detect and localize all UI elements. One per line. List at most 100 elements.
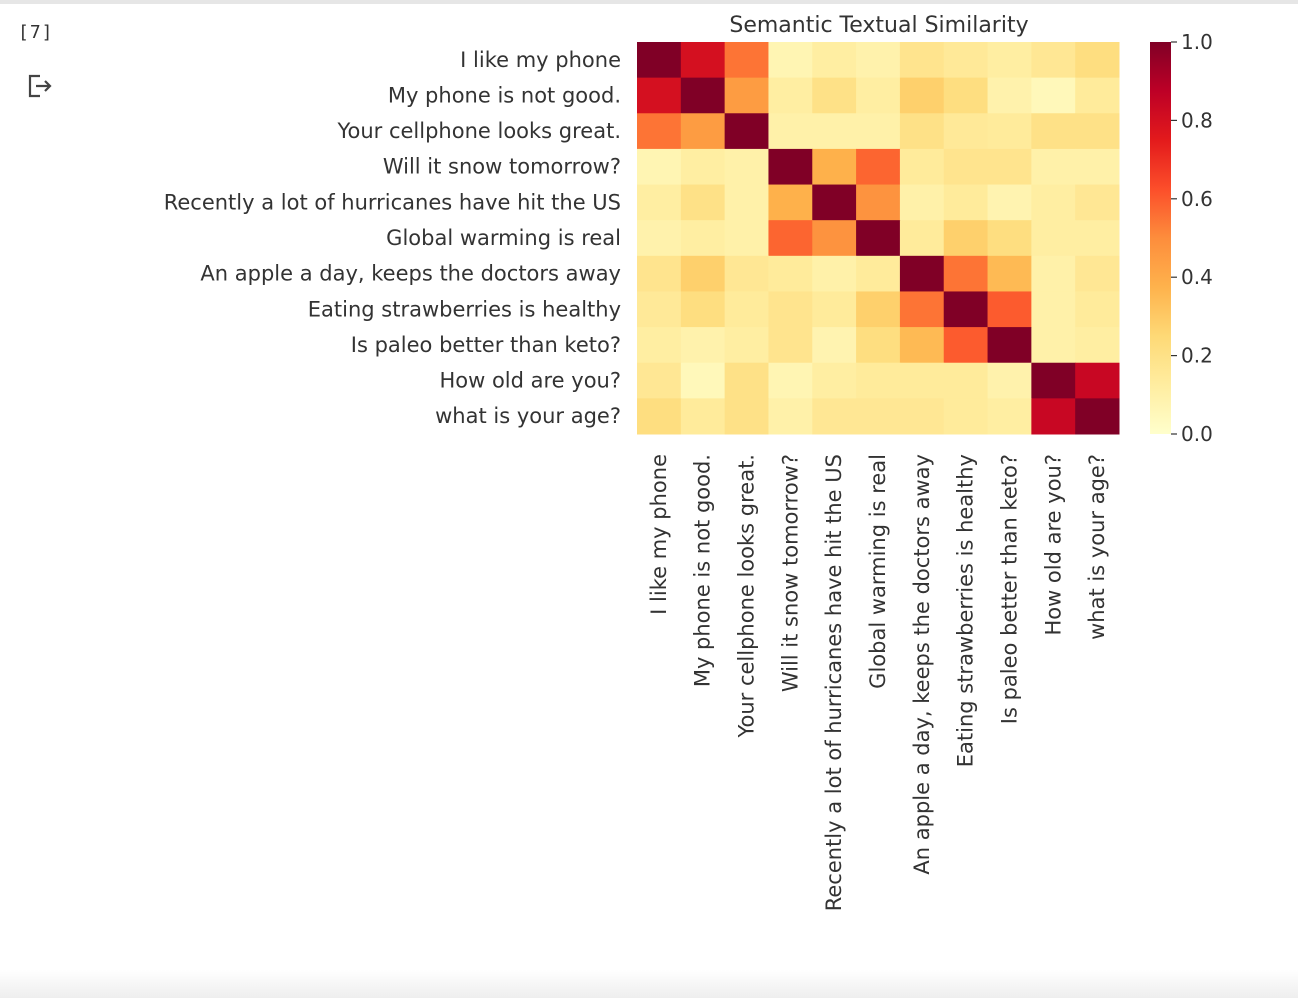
heatmap-cell	[899, 77, 945, 114]
row-label: Recently a lot of hurricanes have hit th…	[164, 190, 621, 214]
heatmap-cell	[724, 184, 769, 221]
heatmap-cell	[943, 291, 989, 328]
heatmap-cell	[1031, 255, 1076, 292]
column-label: what is your age?	[1085, 454, 1109, 640]
heatmap-cell	[637, 398, 682, 435]
heatmap-cell	[856, 327, 901, 364]
heatmap-cell	[1075, 42, 1120, 79]
column-label: An apple a day, keeps the doctors away	[910, 454, 934, 875]
heatmap-cell	[987, 398, 1032, 435]
heatmap-cell	[856, 184, 901, 221]
heatmap-cell	[768, 184, 813, 221]
colorbar-tick-label: 0.6	[1181, 187, 1213, 211]
heatmap-cell	[680, 398, 726, 435]
row-label: Will it snow tomorrow?	[383, 155, 621, 179]
heatmap-cell	[899, 113, 945, 150]
heatmap-cell	[856, 255, 901, 292]
heatmap-cell	[768, 291, 813, 328]
heatmap-cell	[680, 255, 726, 292]
heatmap-cell	[987, 77, 1032, 114]
heatmap-cell	[724, 327, 769, 364]
heatmap-cell	[1075, 148, 1120, 186]
heatmap-cell	[943, 220, 989, 257]
heatmap-cell	[987, 42, 1032, 79]
heatmap-cell	[812, 362, 857, 399]
row-label: Is paleo better than keto?	[351, 333, 621, 357]
heatmap-cell	[812, 42, 857, 79]
column-label: How old are you?	[1041, 454, 1065, 636]
heatmap-cell	[1075, 113, 1120, 150]
row-label: I like my phone	[460, 48, 621, 72]
notebook-top-border	[0, 0, 1298, 4]
heatmap-cell	[812, 184, 857, 221]
heatmap-cell	[637, 220, 682, 257]
heatmap-cell	[987, 362, 1032, 399]
heatmap-cell	[1075, 255, 1120, 292]
heatmap-cell	[768, 362, 813, 399]
row-label: Eating strawberries is healthy	[308, 297, 621, 321]
heatmap-cell	[680, 113, 726, 150]
heatmap-cell	[637, 77, 682, 114]
heatmap-cell	[856, 398, 901, 435]
heatmap-cell	[812, 398, 857, 435]
heatmap-cell	[724, 291, 769, 328]
heatmap-cell	[987, 327, 1032, 364]
heatmap-cell	[812, 77, 857, 114]
row-label: An apple a day, keeps the doctors away	[200, 262, 621, 286]
heatmap-cell	[943, 113, 989, 150]
heatmap-cell	[987, 255, 1032, 292]
heatmap-cell	[680, 220, 726, 257]
heatmap-cell	[637, 255, 682, 292]
heatmap-cell	[637, 184, 682, 221]
heatmap-cell	[899, 362, 945, 399]
heatmap-cell	[1031, 327, 1076, 364]
heatmap-cell	[1031, 184, 1076, 221]
column-label: Is paleo better than keto?	[997, 454, 1021, 724]
column-labels: I like my phone My phone is not good. Your…	[647, 454, 1109, 911]
heatmap-cell	[899, 148, 945, 186]
row-label: My phone is not good.	[388, 83, 621, 107]
column-label: My phone is not good.	[691, 454, 715, 687]
heatmap-cell	[856, 291, 901, 328]
heatmap-cell	[637, 42, 682, 79]
heatmap-cell	[724, 42, 769, 79]
heatmap-cell	[899, 291, 945, 328]
heatmap-cell	[812, 255, 857, 292]
heatmap-cell	[724, 220, 769, 257]
heatmap-cell	[768, 220, 813, 257]
heatmap-cell	[1031, 77, 1076, 114]
heatmap-cell	[1075, 398, 1120, 435]
heatmap-cell	[637, 291, 682, 328]
heatmap-cell	[637, 327, 682, 364]
heatmap-cell	[768, 42, 813, 79]
heatmap-cell	[724, 362, 769, 399]
heatmap-cell	[680, 291, 726, 328]
heatmap-cell	[637, 362, 682, 399]
heatmap-cell	[768, 77, 813, 114]
heatmap-cell	[987, 184, 1032, 221]
output-redirect-icon[interactable]	[26, 72, 54, 100]
heatmap-cell	[768, 148, 813, 186]
row-label: Your cellphone looks great.	[336, 119, 621, 143]
heatmap-cell	[680, 362, 726, 399]
heatmap-cell	[1075, 362, 1120, 399]
heatmap-cell	[943, 327, 989, 364]
heatmap-cell	[680, 42, 726, 79]
colorbar-tick-label: 0.4	[1181, 265, 1213, 289]
heatmap-cell	[812, 148, 857, 186]
heatmap-cell	[768, 327, 813, 364]
heatmap-cell	[680, 327, 726, 364]
column-label: Your cellphone looks great.	[735, 454, 759, 739]
heatmap-cell	[637, 148, 682, 186]
heatmap-cell	[899, 220, 945, 257]
heatmap-cell	[987, 113, 1032, 150]
heatmap-cell	[856, 42, 901, 79]
heatmap-cell	[899, 327, 945, 364]
heatmap-cell	[1075, 77, 1120, 114]
heatmap-cell	[724, 398, 769, 435]
heatmap-cell	[724, 148, 769, 186]
heatmap-cells	[637, 42, 1120, 435]
heatmap-cell	[1031, 291, 1076, 328]
colorbar-tick-label: 0.0	[1181, 422, 1213, 446]
heatmap-cell	[812, 220, 857, 257]
